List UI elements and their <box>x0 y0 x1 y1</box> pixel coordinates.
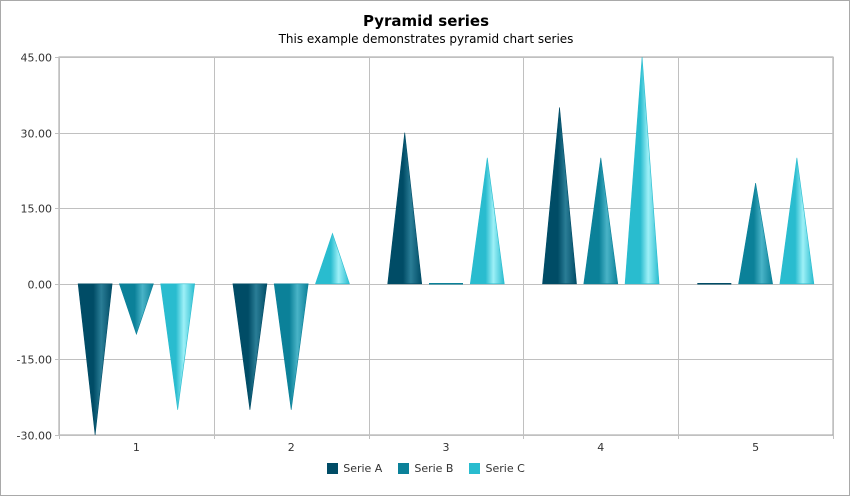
pyramid-mark <box>160 283 196 410</box>
y-tick-label: 45.00 <box>21 52 53 65</box>
legend-item: Serie C <box>469 462 525 475</box>
pyramid-mark <box>118 283 154 336</box>
x-tick-label: 5 <box>752 441 759 454</box>
pyramid-mark <box>738 182 773 285</box>
x-tick-label: 1 <box>133 441 140 454</box>
chart-title: Pyramid series <box>362 12 490 30</box>
x-tick-label: 4 <box>597 441 604 454</box>
x-tick-label: 3 <box>443 441 450 454</box>
pyramid-mark <box>387 132 423 285</box>
legend-swatch <box>398 463 410 474</box>
legend-label: Serie C <box>485 462 525 475</box>
legend-item: Serie A <box>327 462 382 475</box>
y-tick-label: 0.00 <box>28 279 53 292</box>
axes: 45.00 30.00 15.00 0.00 -15.00 -30.00 1 2 3 4 5 <box>17 52 760 455</box>
legend-item: Serie B <box>398 462 453 475</box>
legend-swatch <box>327 463 339 474</box>
y-tick-label: 30.00 <box>21 128 53 141</box>
grid <box>55 56 834 439</box>
chart-marks <box>77 56 815 436</box>
legend-label: Serie B <box>414 462 454 475</box>
chart-subtitle: This example demonstrates pyramid chart … <box>278 32 574 46</box>
pyramid-mark <box>315 232 350 285</box>
pyramid-mark <box>273 283 309 410</box>
y-tick-label: -30.00 <box>17 430 52 443</box>
pyramid-mark <box>624 56 660 285</box>
pyramid-mark <box>469 157 505 285</box>
legend: Serie A Serie B Serie C <box>0 462 852 475</box>
x-tick-label: 2 <box>288 441 295 454</box>
pyramid-mark <box>232 283 268 410</box>
pyramid-mark <box>779 157 815 285</box>
y-tick-label: 15.00 <box>21 203 53 216</box>
y-tick-label: -15.00 <box>17 354 52 367</box>
legend-swatch <box>469 463 481 474</box>
pyramid-mark <box>583 157 619 285</box>
legend-label: Serie A <box>343 462 383 475</box>
pyramid-mark <box>77 283 113 436</box>
pyramid-mark <box>542 107 577 285</box>
